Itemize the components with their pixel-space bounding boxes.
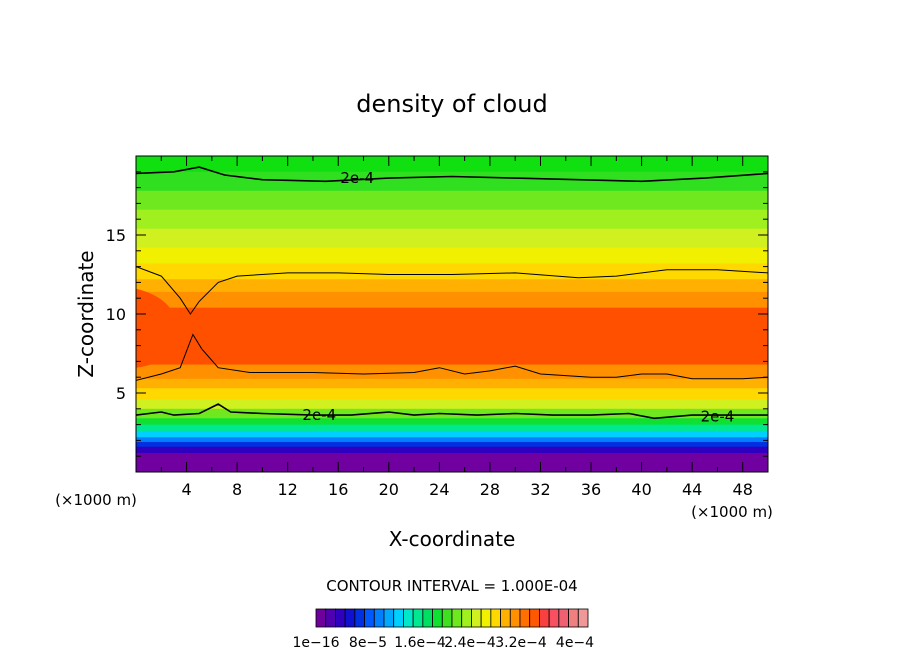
colorbar-label: 8e−5 [349,635,387,651]
y-axis: 5 10 15 [106,171,768,457]
colorbar-cell [480,608,492,628]
y-axis-label: Z-coordinate [74,250,98,377]
y-tick-label: 5 [116,384,126,403]
x-axis-label: X-coordinate [389,527,516,551]
x-tick-label: 40 [631,480,651,499]
x-tick-label: 20 [379,480,399,499]
x-tick-label: 12 [278,480,298,499]
colorbar-label: 4e−4 [556,635,594,651]
y-tick-label: 15 [106,226,126,245]
x-unit-right: (×1000 m) [691,503,773,521]
chart-title: density of cloud [356,90,547,118]
colorbar-cell [490,608,501,628]
colorbar-labels: 1e−16 8e−5 1.6e−42.4e−4 3.2e−4 4e−4 [292,635,594,651]
contour-labels: 2e-4 2e-4 2e-4 [302,169,735,426]
x-tick-label: 28 [480,480,500,499]
colorbar-cell [432,608,443,628]
colorbar-cell [519,608,531,628]
colorbar-cell [539,608,550,628]
colorbar-cell [568,608,579,628]
colorbar-cell [335,608,346,628]
contour-lines [136,166,768,420]
colorbar-cell [393,608,404,628]
colorbar [315,608,589,628]
y-tick-label: 10 [106,305,126,324]
x-tick-label: 32 [530,480,550,499]
contour-lower [136,403,768,420]
colorbar-cell [315,608,327,628]
colorbar-cell [509,608,521,628]
density-band [136,288,179,368]
colorbar-cell [422,608,433,628]
colorbar-label: 2.4e−4 [444,635,496,651]
colorbar-label: 1.6e−4 [394,635,446,651]
colorbar-cell [403,608,414,628]
colorbar-cell [461,608,472,628]
colorbar-label: 3.2e−4 [495,635,547,651]
x-axis: 4 8 12 16 20 24 28 32 36 40 44 48 [160,156,753,499]
colorbar-cell [558,608,569,628]
x-unit-left: (×1000 m) [55,491,137,509]
contour-interval-text: CONTOUR INTERVAL = 1.000E-04 [326,577,577,595]
density-band [136,453,768,472]
colorbar-cell [441,608,453,628]
colorbar-cell [471,608,482,628]
colorbar-cell [364,608,375,628]
density-field [136,156,768,472]
colorbar-cell [325,608,336,628]
contour-upper [136,166,768,183]
colorbar-cell [383,608,395,628]
colorbar-cell [577,608,589,628]
x-tick-label: 48 [733,480,753,499]
colorbar-cell [500,608,511,628]
colorbar-label: 1e−16 [292,635,339,651]
x-tick-label: 4 [181,480,191,499]
x-tick-label: 24 [429,480,449,499]
contour-cloud-top [136,266,768,315]
x-tick-label: 36 [581,480,601,499]
contour-cloud-base [136,333,768,381]
colorbar-cell [451,608,463,628]
plot-area [136,156,768,472]
x-tick-label: 44 [682,480,702,499]
colorbar-cell [548,608,560,628]
x-tick-label: 16 [328,480,348,499]
contour-label: 2e-4 [340,169,374,187]
colorbar-cell [344,608,356,628]
colorbar-cell [412,608,424,628]
x-tick-label: 8 [232,480,242,499]
contour-label: 2e-4 [302,406,336,424]
contour-label: 2e-4 [701,408,735,426]
colorbar-cell [529,608,540,628]
colorbar-cell [373,608,385,628]
colorbar-cell [354,608,365,628]
